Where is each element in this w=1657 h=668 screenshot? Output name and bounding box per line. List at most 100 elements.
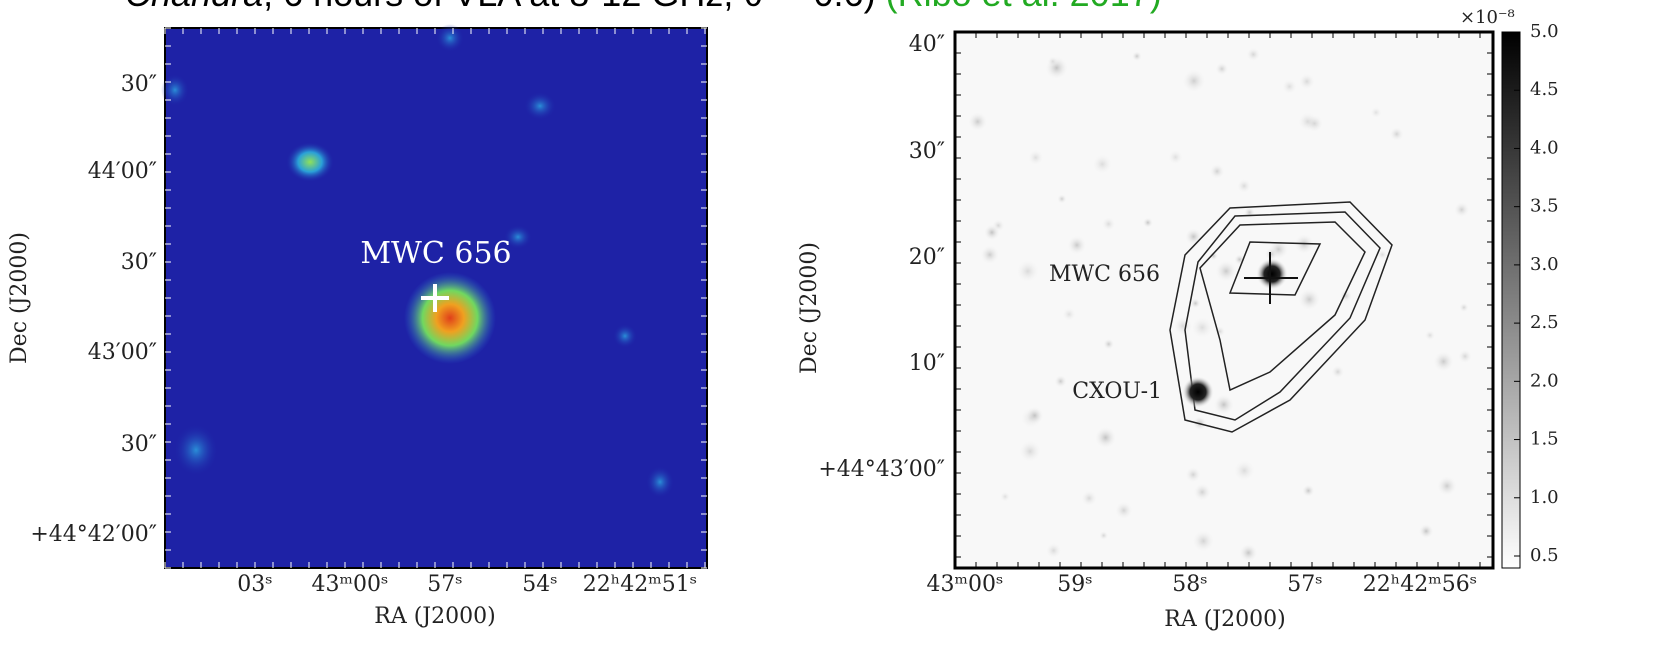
x-tick-label: 59ˢ [1057, 572, 1092, 597]
y-tick-label: 10″ [909, 351, 945, 376]
x-tick-label: 57ˢ [427, 572, 462, 597]
radio-image [953, 30, 1495, 570]
y-tick-label: 20″ [909, 245, 945, 270]
y-label: Dec (J2000) [797, 242, 822, 374]
y-tick-label: 40″ [909, 32, 945, 57]
noise-blob [1047, 55, 1059, 67]
noise-blob [1053, 374, 1068, 389]
noise-blob [1418, 523, 1435, 540]
x-tick-label: 57ˢ [1287, 572, 1322, 597]
noise-blob [1238, 542, 1259, 563]
x-tick-label: 54ˢ [522, 572, 557, 597]
noise-blob [1056, 193, 1068, 205]
noise-blob [1184, 466, 1202, 484]
noise-blob [1281, 78, 1298, 95]
noise-blob [1236, 178, 1252, 194]
noise-blob [1243, 206, 1256, 219]
noise [967, 46, 1473, 563]
noise-blob [1142, 216, 1154, 229]
noise-blob [1181, 68, 1207, 94]
colorbar [1501, 31, 1521, 569]
x-tick-label: 43ᵐ00ˢ [312, 572, 389, 597]
noise-blob [1245, 46, 1261, 63]
noise-blob [979, 244, 1001, 266]
noise-blob [967, 111, 989, 133]
noise-blob [1091, 153, 1114, 176]
y-tick-label: 44′00″ [88, 159, 157, 184]
noise-blob [1297, 72, 1316, 91]
colorbar-tick-label: 1.0 [1530, 487, 1559, 508]
noise-blob [983, 223, 1001, 242]
noise-blob [1172, 315, 1194, 337]
colorbar-tick-label: 3.5 [1530, 196, 1559, 217]
noise-blob [1458, 302, 1470, 313]
noise-blob [1015, 258, 1041, 284]
noise-blob [1191, 528, 1216, 554]
y-label: Dec (J2000) [7, 232, 32, 364]
position-marker [421, 284, 449, 312]
colorbar-tick-label: 2.0 [1530, 370, 1559, 391]
y-tick-label: 43′00″ [88, 340, 157, 365]
noise-blob [1212, 393, 1236, 416]
colorbar-tick-label: 1.5 [1530, 429, 1559, 450]
noise-blob [1167, 149, 1184, 166]
noise-blob [1190, 315, 1215, 340]
noise-blob [1101, 216, 1117, 232]
x-tick-label: 03ˢ [237, 572, 272, 597]
annotation: MWC 656 [360, 236, 511, 271]
noise-blob [1214, 259, 1239, 284]
noise-blob [1080, 489, 1098, 507]
noise-blob [1296, 287, 1322, 312]
noise-blob [1267, 238, 1290, 261]
y-tick-label: 30″ [121, 432, 157, 457]
x-tick-label: 43ᵐ00ˢ [927, 572, 1004, 597]
noise-blob [1424, 329, 1436, 341]
y-tick-label: 30″ [909, 139, 945, 164]
noise-blob [1432, 350, 1455, 373]
noise-blob [1453, 201, 1471, 219]
noise-blob [1208, 163, 1226, 180]
y-tick-label: +44°43′00″ [818, 457, 945, 482]
noise-blob [1457, 348, 1473, 365]
x-tick-label: 22ʰ42ᵐ51ˢ [583, 572, 697, 597]
noise-blob [1376, 248, 1389, 261]
noise-blob [1066, 234, 1088, 256]
noise-blob [1017, 439, 1043, 464]
noise-blob [1189, 297, 1202, 309]
noise-blob [1131, 50, 1143, 62]
noise-blob [1114, 500, 1134, 521]
noise-blob [1301, 483, 1316, 498]
sources [161, 24, 674, 498]
x-label: RA (J2000) [374, 604, 495, 629]
noise-blob [1214, 61, 1230, 77]
annotation: CXOU-1 [1072, 379, 1162, 404]
colorbar-tick-label: 3.0 [1530, 254, 1559, 275]
noise-blob [1093, 425, 1118, 450]
noise-blob [1388, 126, 1405, 142]
noise-blob [1184, 227, 1203, 246]
annotation: MWC 656 [1049, 262, 1160, 287]
colorbar-tick-label: 0.5 [1530, 545, 1559, 566]
y-tick-label: 30″ [121, 72, 157, 97]
x-tick-label: 22ʰ42ᵐ56ˢ [1363, 572, 1477, 597]
noise-blob [1027, 148, 1045, 167]
noise-blob [1192, 482, 1212, 502]
noise-blob [1232, 458, 1257, 483]
colorbar-tick-label: 4.5 [1530, 79, 1559, 100]
noise-blob [1369, 106, 1383, 119]
noise-blob [1435, 474, 1458, 497]
header: Chandra, 6 hours of VLA at 8-12 GHz, θ ∼… [125, 0, 1162, 14]
noise-blob [1102, 338, 1115, 351]
noise-blob [999, 490, 1011, 503]
noise-blob [1297, 111, 1319, 132]
noise-blob [1208, 250, 1219, 262]
x-tick-label: 58ˢ [1172, 572, 1207, 597]
noise-blob [1061, 306, 1077, 322]
colorbar-tick-label: 5.0 [1530, 21, 1559, 42]
colorbar-multiplier: ×10⁻⁸ [1460, 7, 1515, 28]
x-label: RA (J2000) [1164, 607, 1285, 632]
y-tick-label: +44°42′00″ [30, 522, 157, 547]
noise-blob [1045, 542, 1063, 560]
